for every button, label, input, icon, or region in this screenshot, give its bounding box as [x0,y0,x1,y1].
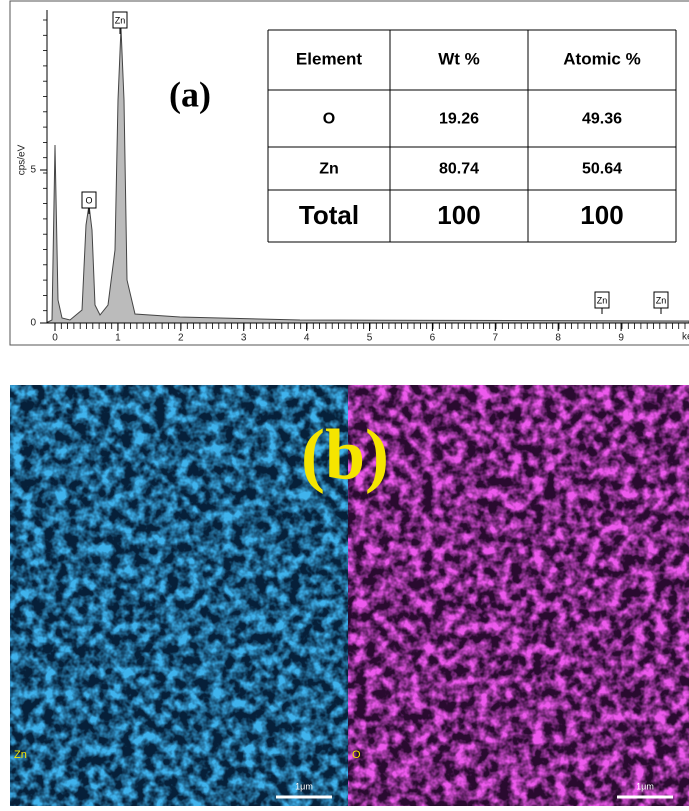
table-cell: O [323,111,335,128]
x-tick-label: 6 [430,333,436,344]
y-tick-label: 0 [30,318,36,329]
peak-labels: Zn O Zn Zn [81,11,669,314]
x-tick-label: 3 [241,333,247,344]
table-cell: 100 [437,200,480,230]
x-tick-label: 2 [178,333,184,344]
map-element: Zn [14,749,27,761]
y-tick-label: 5 [30,165,36,176]
panel-label: (a) [169,74,211,114]
x-tick-label: 4 [304,333,310,344]
x-tick-label: 7 [493,333,499,344]
x-unit: ke [682,332,689,343]
y-ticks: 05 [30,165,47,329]
table-cell: Total [299,200,359,230]
x-tick-label: 9 [618,333,624,344]
table-cell: 50.64 [582,161,622,178]
table-bg [268,30,676,242]
map-element: O [352,749,361,761]
map-labels: Zn 1μm O 1μm [14,749,673,799]
peak-label: Zn [115,15,126,25]
minor-ticks [43,19,686,329]
table-cell: Zn [319,161,339,178]
x-tick-label: 0 [52,333,58,344]
x-tick-label: 1 [115,333,121,344]
y-axis-label: cps/eV [17,144,28,175]
table-cell: 100 [580,200,623,230]
table-header: Atomic % [563,49,640,68]
x-tick-label: 8 [555,333,561,344]
peak-label: Zn [656,295,667,305]
peak-label: O [85,195,92,205]
map-o [348,385,689,806]
table-cell: 19.26 [439,111,479,128]
table-header: Element [296,49,362,68]
table-header: Wt % [438,49,480,68]
table-cell: 49.36 [582,111,622,128]
scale-label: 1μm [295,781,313,791]
map-zn [10,385,348,806]
spectrum [47,27,689,324]
x-tick-label: 5 [367,333,373,344]
scale-label: 1μm [636,781,654,791]
peak-label: Zn [597,295,608,305]
x-ticks: 0 1 2 3 4 5 6 7 8 9 [52,323,624,344]
composition-table: Element Wt % Atomic % O 19.26 49.36 Zn 80.74 50.… [267,29,677,243]
table-cell: 80.74 [439,161,479,178]
panel-label: (b) [301,415,389,495]
